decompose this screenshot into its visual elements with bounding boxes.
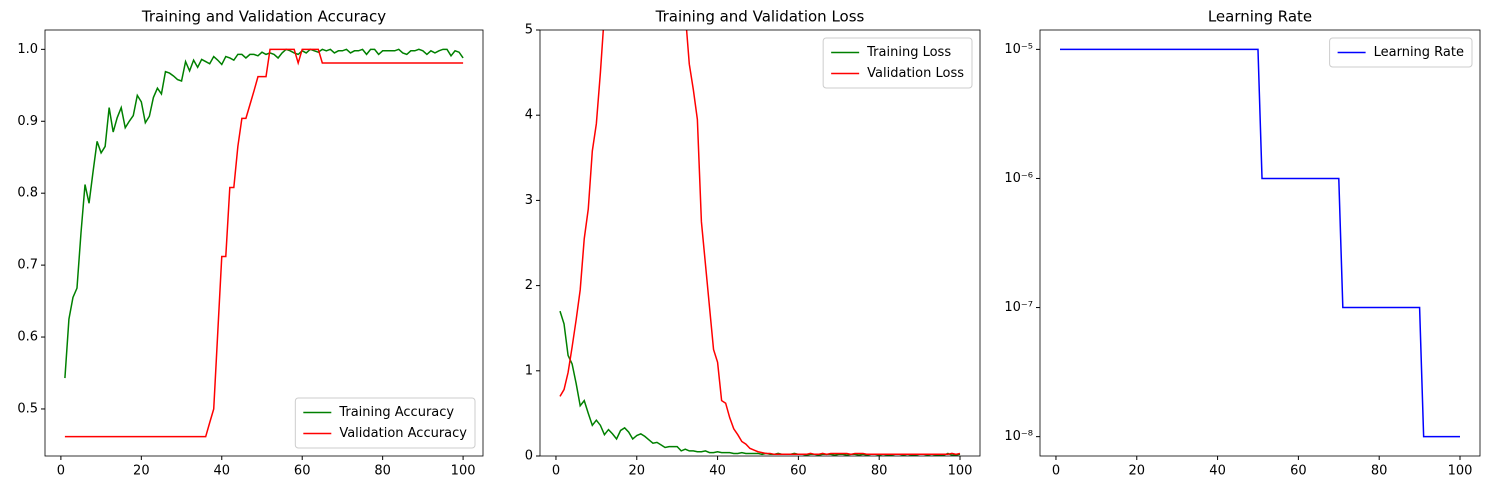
y-tick-label: 0 [525,449,533,464]
x-tick-label: 60 [294,464,311,479]
legend-box [294,397,476,449]
x-tick-label: 100 [451,464,476,479]
series-line [1060,48,1460,438]
y-tick-label: 0.8 [17,186,38,201]
x-tick-label: 20 [628,464,645,479]
series-line [64,48,464,438]
x-tick-label: 40 [709,464,726,479]
y-tick-label: 0.6 [17,330,38,345]
y-tick-label: 1 [525,363,533,378]
x-tick-label: 0 [1052,464,1060,479]
y-tick-label: 4 [525,108,533,123]
series-line [64,48,464,379]
legend-label: Validation Loss [867,66,964,81]
y-tick-label: 5 [525,23,533,38]
y-tick-label: 3 [525,193,533,208]
series-line [559,30,961,456]
x-tick-label: 60 [1290,464,1307,479]
legend-label: Training Accuracy [338,405,454,420]
subplot-title: Learning Rate [1208,8,1312,26]
legend-label: Learning Rate [1374,45,1464,60]
x-tick-label: 20 [1128,464,1145,479]
subplot-title: Training and Validation Accuracy [141,8,386,26]
y-tick-label: 10⁻⁵ [1004,42,1033,57]
plot-frame [539,29,981,457]
subplot-title: Training and Validation Loss [655,8,865,26]
y-tick-label: 0.9 [17,114,38,129]
x-tick-label: 0 [57,464,65,479]
x-tick-label: 80 [871,464,888,479]
y-tick-label: 10⁻⁶ [1004,171,1033,186]
legend-label: Validation Accuracy [339,426,467,441]
y-tick-label: 10⁻⁷ [1004,300,1033,315]
subplot: Training and Validation Accuracy 0 20 40 60 8… [17,8,484,479]
x-tick-label: 100 [948,464,973,479]
x-tick-label: 80 [1371,464,1388,479]
plot-frame [1039,29,1481,457]
y-tick-label: 10⁻⁸ [1004,429,1033,444]
y-tick-label: 0.5 [17,401,38,416]
x-tick-label: 40 [213,464,230,479]
y-tick-label: 0.7 [17,258,38,273]
legend: Training Loss Validation Loss [822,37,973,89]
x-tick-label: 100 [1448,464,1473,479]
plot-frame [44,29,484,457]
legend: Learning Rate [1329,37,1473,68]
legend-label: Training Loss [866,45,951,60]
x-tick-label: 80 [374,464,391,479]
y-tick-label: 1.0 [17,42,38,57]
legend: Training Accuracy Validation Accuracy [294,397,476,449]
subplot: Learning Rate 0 20 40 60 80 100 10⁻⁸ 10⁻⁷ 10⁻⁶ 10⁻… [1004,8,1481,479]
x-tick-label: 20 [133,464,150,479]
legend-box [1329,37,1473,68]
x-tick-label: 0 [552,464,560,479]
legend-box [822,37,973,89]
x-tick-label: 40 [1209,464,1226,479]
series-line [559,310,961,456]
x-tick-label: 60 [790,464,807,479]
y-tick-label: 2 [525,278,533,293]
